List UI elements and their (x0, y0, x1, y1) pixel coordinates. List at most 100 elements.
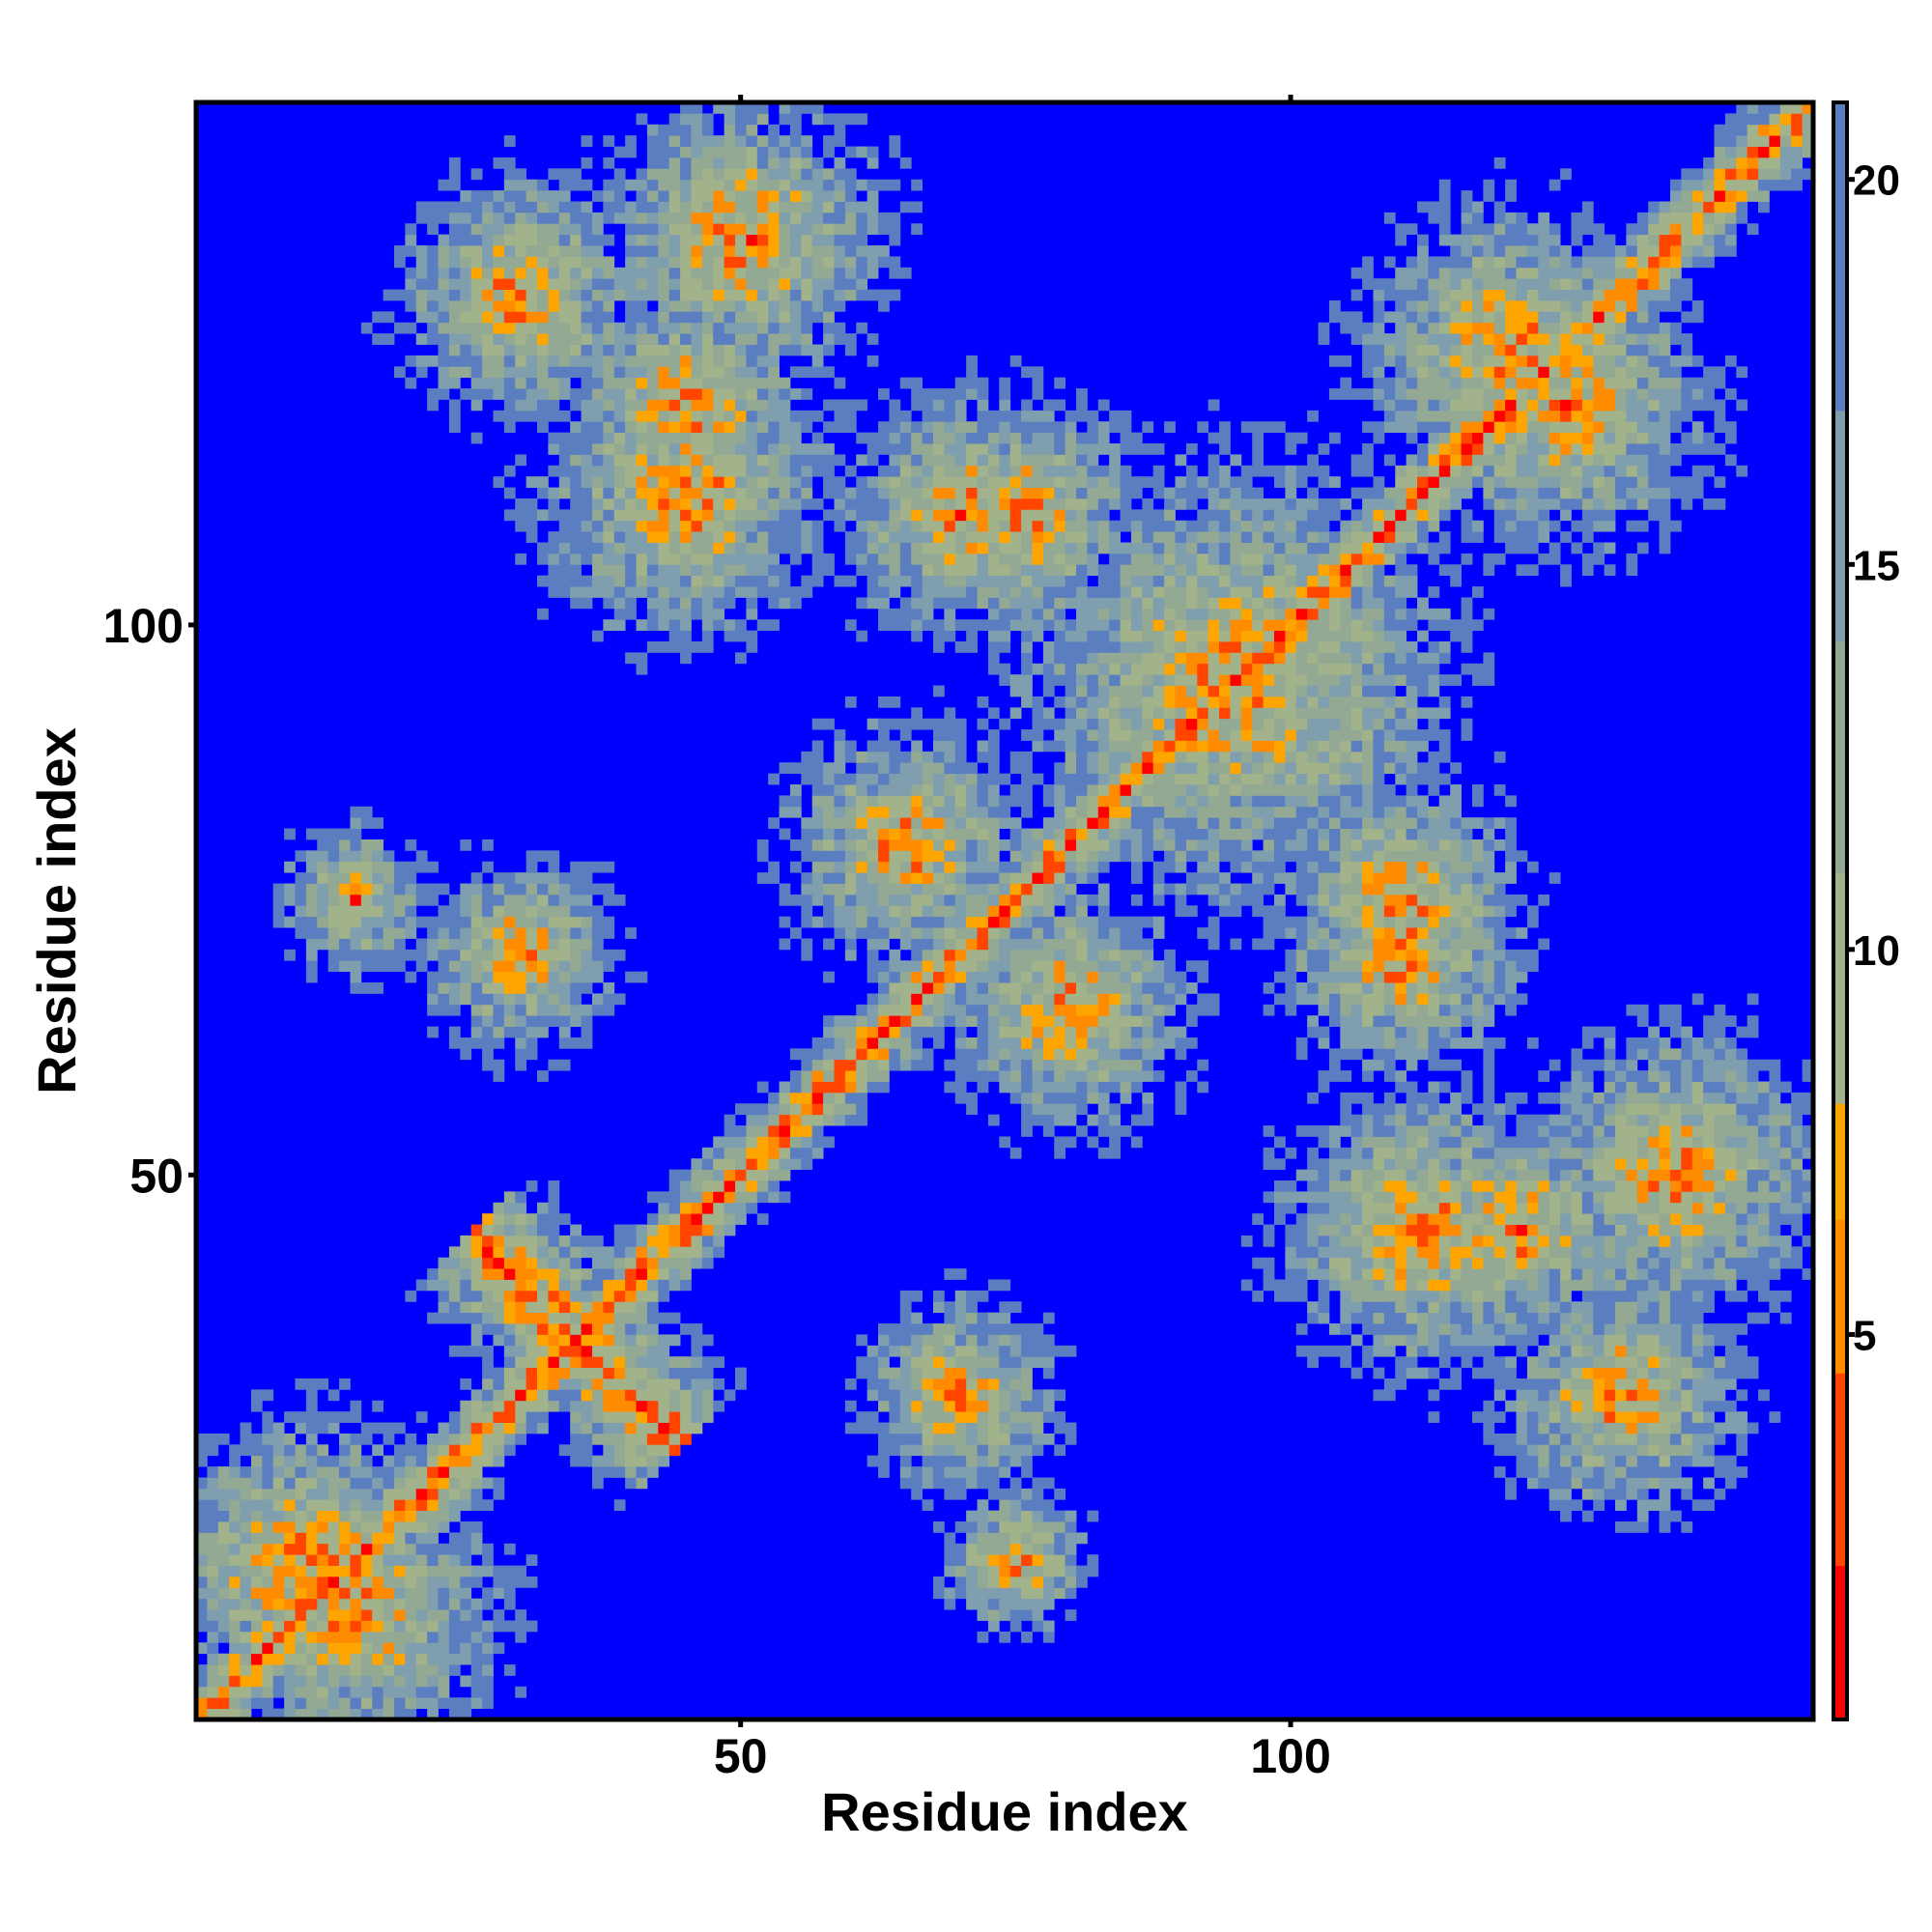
heatmap-cell (680, 1169, 692, 1181)
heatmap-cell (911, 597, 923, 610)
heatmap-cell (558, 1323, 571, 1335)
heatmap-cell (658, 1367, 670, 1379)
heatmap-cell (570, 1433, 582, 1445)
heatmap-cell (427, 1312, 439, 1324)
heatmap-cell (922, 971, 934, 983)
heatmap-cell (1009, 1488, 1022, 1500)
heatmap-cell (1009, 1400, 1022, 1412)
heatmap-cell (339, 1378, 351, 1390)
heatmap-cell (537, 905, 549, 918)
heatmap-cell (724, 553, 736, 565)
heatmap-cell (372, 817, 384, 829)
heatmap-cell (581, 322, 593, 334)
heatmap-cell (944, 1543, 956, 1555)
heatmap-cell (460, 333, 472, 345)
heatmap-cell (581, 355, 593, 367)
heatmap-cell (977, 1081, 989, 1094)
heatmap-cell (558, 1257, 571, 1269)
heatmap-cell (999, 916, 1011, 928)
heatmap-cell (558, 223, 571, 236)
heatmap-cell (899, 1466, 912, 1478)
heatmap-cell (1054, 1015, 1066, 1027)
heatmap-cell (284, 1488, 296, 1500)
heatmap-cell (570, 289, 582, 301)
heatmap-cell (415, 1664, 428, 1676)
heatmap-cell (339, 1444, 351, 1457)
heatmap-cell (537, 410, 549, 422)
heatmap-cell (1054, 608, 1066, 620)
heatmap-cell (735, 421, 747, 434)
heatmap-cell (1009, 916, 1022, 928)
heatmap-cell (878, 861, 890, 873)
heatmap-cell (680, 630, 692, 642)
heatmap-cell (1009, 1411, 1022, 1423)
heatmap-cell (856, 1070, 868, 1082)
heatmap-cell (878, 487, 890, 499)
heatmap-cell (427, 916, 439, 928)
heatmap-cell (482, 927, 494, 939)
heatmap-cell (756, 542, 769, 554)
heatmap-cell (867, 861, 879, 873)
heatmap-cell (932, 838, 945, 851)
heatmap-cell (526, 1268, 538, 1280)
heatmap-cell (526, 299, 538, 312)
heatmap-cell (207, 1587, 219, 1600)
heatmap-cell (834, 861, 846, 873)
heatmap-cell (867, 575, 879, 587)
heatmap-cell (515, 509, 527, 522)
heatmap-cell (999, 674, 1011, 686)
heatmap-cell (470, 234, 483, 246)
heatmap-cell (834, 1081, 846, 1094)
heatmap-cell (537, 245, 549, 257)
heatmap-cell (680, 1246, 692, 1259)
heatmap-cell (899, 1411, 912, 1423)
heatmap-cell (944, 894, 956, 906)
heatmap-cell (503, 1268, 516, 1280)
heatmap-cell (415, 1697, 428, 1710)
heatmap-cell (756, 201, 769, 213)
heatmap-cell (360, 1642, 373, 1655)
heatmap-cell (789, 487, 802, 499)
heatmap-cell (823, 190, 835, 202)
heatmap-cell (427, 927, 439, 939)
heatmap-cell (526, 344, 538, 356)
heatmap-cell (999, 1367, 1011, 1379)
heatmap-cell (801, 366, 813, 379)
heatmap-cell (581, 410, 593, 422)
heatmap-cell (680, 1323, 692, 1335)
heatmap-cell (625, 399, 637, 412)
heatmap-cell (966, 795, 978, 808)
heatmap-cell (636, 1444, 648, 1457)
heatmap-cell (658, 212, 670, 224)
heatmap-cell (427, 1587, 439, 1600)
heatmap-cell (515, 223, 527, 236)
heatmap-cell (515, 1620, 527, 1633)
heatmap-cell (1065, 1576, 1077, 1588)
heatmap-cell (448, 234, 461, 246)
heatmap-cell (680, 1180, 692, 1192)
heatmap-cell (789, 1147, 802, 1159)
heatmap-cell (1032, 366, 1044, 379)
heatmap-cell (724, 322, 736, 334)
heatmap-cell (448, 1279, 461, 1292)
heatmap-cell (493, 377, 505, 389)
heatmap-cell (801, 1136, 813, 1149)
heatmap-cell (1076, 806, 1088, 818)
heatmap-cell (966, 1433, 978, 1445)
heatmap-cell (360, 1455, 373, 1467)
heatmap-cell (250, 1510, 263, 1522)
heatmap-cell (680, 234, 692, 246)
heatmap-cell (625, 1334, 637, 1347)
heatmap-cell (966, 1521, 978, 1533)
heatmap-cell (482, 267, 494, 279)
heatmap-cell (570, 1246, 582, 1259)
heatmap-cell (1009, 1037, 1022, 1049)
heatmap-cell (1065, 564, 1077, 577)
heatmap-cell (613, 894, 626, 906)
heatmap-cell (1021, 1444, 1033, 1457)
heatmap-cell (944, 1301, 956, 1314)
heatmap-cell (581, 1400, 593, 1412)
heatmap-cell (977, 982, 989, 994)
heatmap-cell (350, 817, 362, 829)
heatmap-cell (954, 443, 967, 455)
